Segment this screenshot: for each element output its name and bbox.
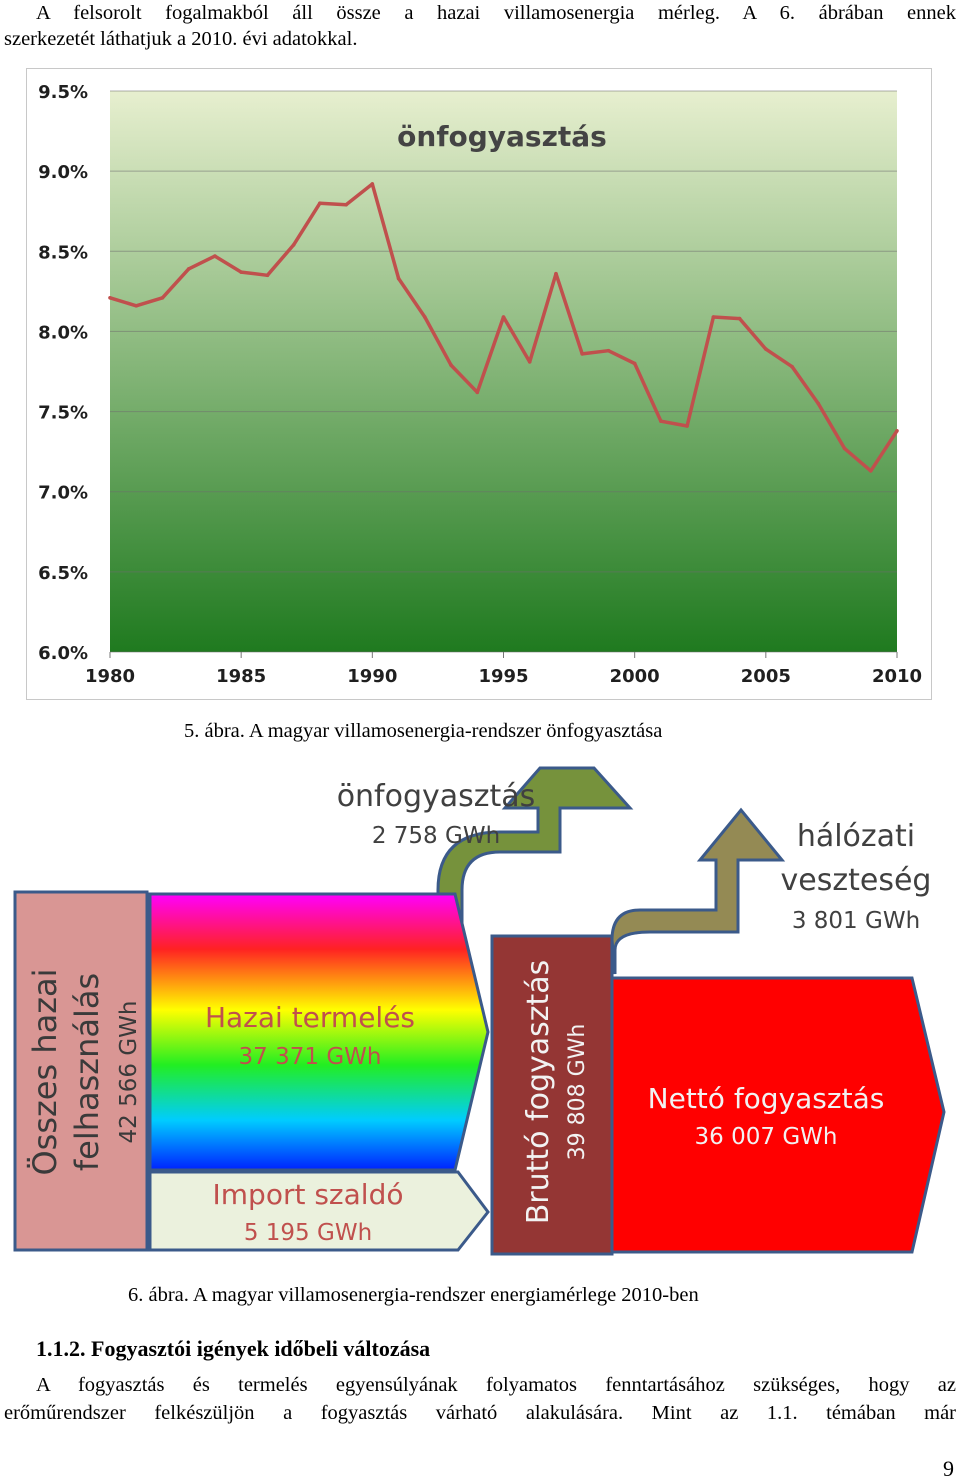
net-consumption-label: Nettó fogyasztás <box>648 1082 885 1115</box>
network-loss-arrow <box>610 807 786 975</box>
net-consumption-value: 36 007 GWh <box>695 1124 838 1150</box>
data-point <box>737 316 742 321</box>
total-domestic-label-1: Összes hazai <box>26 968 64 1175</box>
section-heading: 1.1.2. Fogyasztói igények időbeli változ… <box>36 1336 431 1361</box>
data-point <box>501 315 506 319</box>
data-point <box>186 267 191 271</box>
data-point <box>318 201 322 205</box>
y-tick-label: 8.5% <box>38 242 88 263</box>
data-point <box>265 273 270 278</box>
data-point <box>895 429 899 433</box>
domestic-production-box <box>148 892 490 1172</box>
y-tick-label: 9.5% <box>38 82 88 103</box>
x-tick-label: 1995 <box>478 666 528 687</box>
domestic-production-label: Hazai termelés <box>205 1001 415 1034</box>
domestic-production-value: 37 371 GWh <box>239 1044 382 1070</box>
data-point <box>160 295 165 300</box>
data-point <box>790 364 794 369</box>
x-tick-label: 1990 <box>347 666 397 687</box>
import-balance-box <box>148 1170 490 1252</box>
data-point <box>580 352 584 356</box>
energy-balance-diagram: önfogyasztás 2 758 GWh hálózati vesztesé… <box>0 760 960 1265</box>
figure-caption: 6. ábra. A magyar villamosenergia-rendsz… <box>128 1284 699 1306</box>
gross-consumption-label: Bruttó fogyasztás <box>521 960 556 1225</box>
plot-area <box>110 91 897 652</box>
y-tick-label: 7.5% <box>38 403 88 424</box>
data-point <box>816 401 821 406</box>
self-consumption-value: 2 758 GWh <box>372 823 500 849</box>
y-tick-label: 7.0% <box>38 483 88 504</box>
data-point <box>554 271 558 276</box>
self-consumption-chart: 9.5% 9.0% 8.5% 8.0% 7.5% 7.0% 6.5% 6.0% 1980 198… <box>26 68 932 700</box>
paragraph-line: A felsorolt fogalmakból áll össze a haza… <box>36 2 956 24</box>
data-point <box>291 243 296 247</box>
data-point <box>632 361 637 366</box>
data-point <box>842 446 847 451</box>
page-number: 9 <box>943 1456 954 1481</box>
import-balance-value: 5 195 GWh <box>244 1220 372 1246</box>
network-loss-label-2: veszteség <box>781 863 932 898</box>
paragraph-line: erőműrendszer felkészüljön a fogyasztás … <box>4 1402 956 1424</box>
data-point <box>685 424 689 428</box>
x-tick-label: 1985 <box>216 666 266 687</box>
data-point <box>868 469 873 473</box>
data-point <box>764 347 768 351</box>
total-domestic-consumption-box <box>13 890 149 1252</box>
paragraph-line: A fogyasztás és termelés egyensúlyának f… <box>36 1374 956 1396</box>
data-point <box>239 270 243 274</box>
network-loss-value: 3 801 GWh <box>792 908 920 934</box>
x-tick-label: 1980 <box>85 666 135 687</box>
y-tick-label: 6.0% <box>38 643 88 664</box>
gross-consumption-box <box>490 934 614 1256</box>
chart-canvas: 9.5% 9.0% 8.5% 8.0% 7.5% 7.0% 6.5% 6.0% 1980 198… <box>26 68 932 700</box>
data-point <box>370 182 375 186</box>
data-point <box>711 315 716 319</box>
figure-caption: 5. ábra. A magyar villamosenergia-rendsz… <box>184 720 663 742</box>
data-point <box>213 254 217 258</box>
net-consumption-box <box>610 976 946 1254</box>
data-point <box>449 363 453 367</box>
network-loss-label: hálózati <box>797 819 915 854</box>
data-point <box>134 303 139 308</box>
y-tick-label: 8.0% <box>38 322 88 343</box>
data-point <box>659 419 663 423</box>
gross-consumption-value: 39 808 GWh <box>565 1024 590 1161</box>
x-tick-label: 2000 <box>610 666 660 687</box>
paragraph-line: szerkezetét láthatjuk a 2010. évi adatok… <box>4 28 358 50</box>
total-domestic-value: 42 566 GWh <box>116 1001 142 1144</box>
total-domestic-label-2: felhasználás <box>68 973 106 1171</box>
data-point <box>423 315 427 319</box>
data-point <box>396 276 401 281</box>
x-tick-label: 2005 <box>741 666 791 687</box>
x-tick-label: 2010 <box>872 666 922 687</box>
diagram-canvas: önfogyasztás 2 758 GWh hálózati vesztesé… <box>13 766 946 1256</box>
self-consumption-label: önfogyasztás <box>337 779 536 814</box>
data-point <box>606 348 611 353</box>
chart-title: önfogyasztás <box>397 120 607 153</box>
data-point <box>475 390 480 395</box>
data-point <box>527 360 532 364</box>
data-point <box>108 295 112 300</box>
data-point <box>344 203 348 207</box>
y-tick-label: 6.5% <box>38 563 88 584</box>
import-balance-label: Import szaldó <box>213 1178 404 1211</box>
y-tick-label: 9.0% <box>38 162 88 183</box>
